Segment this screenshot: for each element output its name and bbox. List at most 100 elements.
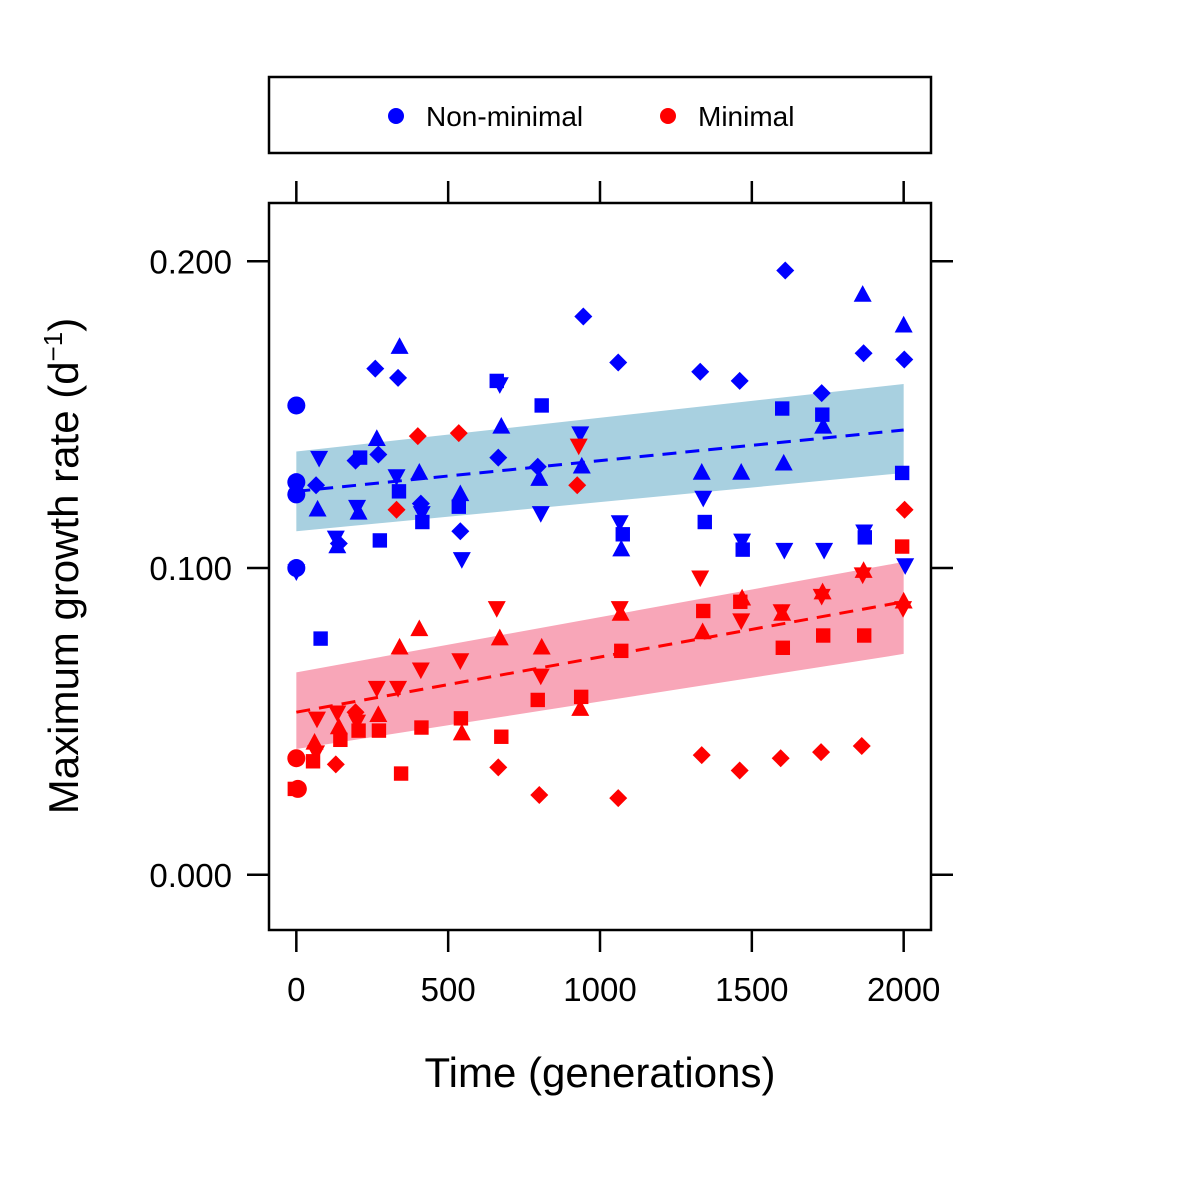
- data-point-triangle: [853, 285, 872, 302]
- legend-label-minimal: Minimal: [698, 101, 794, 132]
- data-point-square: [313, 631, 328, 646]
- data-point-square: [534, 398, 549, 413]
- data-point-circle: [287, 396, 306, 415]
- data-point-diamond: [776, 261, 795, 280]
- data-point-square: [697, 514, 712, 530]
- data-point-diamond: [329, 534, 348, 553]
- data-point-square: [414, 720, 429, 735]
- data-point-square: [894, 539, 910, 554]
- data-point-triangle-down: [691, 570, 710, 588]
- data-point-triangle: [773, 604, 792, 621]
- data-point-diamond: [387, 500, 406, 519]
- data-point-triangle: [530, 469, 549, 486]
- data-point-triangle-down: [571, 426, 590, 443]
- data-point-square: [573, 689, 589, 705]
- data-point-diamond: [692, 746, 711, 765]
- data-point-diamond: [895, 350, 914, 369]
- data-point-triangle-down: [531, 506, 550, 523]
- data-point-triangle-down: [389, 680, 408, 698]
- data-point-square: [372, 533, 388, 548]
- data-point-triangle-down: [452, 552, 471, 569]
- data-point-triangle: [612, 539, 631, 557]
- data-point-triangle: [571, 699, 590, 716]
- data-point-square: [371, 723, 387, 738]
- data-point-square: [453, 711, 469, 726]
- data-point-triangle: [814, 417, 833, 434]
- data-point-triangle-down: [610, 515, 629, 532]
- fit-lines: [296, 428, 904, 714]
- data-point-triangle: [774, 453, 793, 471]
- y-tick-label: 0.100: [149, 550, 232, 587]
- fit-line-minimal: [296, 600, 904, 714]
- data-point-square: [696, 603, 711, 619]
- data-point-diamond: [451, 522, 470, 541]
- data-point-triangle-down: [310, 450, 329, 468]
- data-point-square: [615, 527, 630, 542]
- y-axis-ticks: 0.000 0.100 0.200: [149, 243, 953, 894]
- x-axis-label: Time (generations): [425, 1049, 776, 1096]
- legend-box: [267, 75, 933, 155]
- x-axis-ticks: 0 500 1000 1500 2000: [287, 181, 940, 1008]
- data-point-square: [415, 514, 430, 530]
- data-point-triangle: [369, 705, 388, 723]
- data-point-diamond: [369, 445, 388, 464]
- data-point-diamond: [326, 755, 345, 774]
- x-tick-label: 500: [421, 971, 476, 1008]
- data-point-diamond: [366, 359, 385, 378]
- data-point-square: [351, 723, 366, 738]
- data-point-diamond: [449, 424, 468, 443]
- data-point-square: [391, 484, 407, 499]
- data-point-square: [352, 450, 368, 465]
- data-point-triangle-down: [307, 745, 326, 762]
- confidence-band-non-minimal: [296, 383, 904, 532]
- data-point-diamond: [568, 476, 587, 495]
- confidence-bands: [296, 383, 904, 750]
- data-point-square: [856, 628, 872, 643]
- data-point-triangle-down: [387, 469, 406, 486]
- data-point-triangle-down: [733, 533, 752, 551]
- data-point-triangle: [692, 463, 711, 480]
- data-point-square: [333, 732, 348, 748]
- data-point-triangle-down: [328, 705, 347, 723]
- data-point-square: [775, 401, 790, 416]
- legend: Non-minimal Minimal: [267, 75, 933, 155]
- data-point-triangle: [492, 417, 511, 434]
- data-point-triangle-down: [732, 613, 751, 631]
- data-point-triangle-down: [348, 714, 367, 732]
- y-axis-label-close: ): [40, 318, 87, 332]
- data-point-triangle: [367, 429, 386, 446]
- data-point-triangle-down: [487, 601, 506, 618]
- data-point-triangle: [572, 456, 591, 474]
- data-point-triangle: [813, 582, 832, 600]
- data-point-triangle-down: [896, 558, 915, 575]
- data-point-diamond: [852, 736, 871, 755]
- data-point-triangle-down: [815, 542, 834, 560]
- y-axis-label: Maximum growth rate (d−1): [38, 318, 87, 814]
- data-point-diamond: [691, 362, 710, 381]
- data-point-diamond: [854, 344, 873, 363]
- data-point-square: [894, 465, 910, 481]
- data-point-triangle-down: [531, 668, 550, 686]
- data-point-triangle: [451, 484, 470, 502]
- data-point-triangle: [390, 637, 409, 655]
- data-point-circle: [288, 779, 307, 798]
- data-point-triangle: [693, 622, 712, 640]
- data-point-square: [530, 692, 545, 708]
- x-tick-label: 1000: [563, 971, 636, 1008]
- data-point-diamond: [574, 307, 593, 326]
- data-point-diamond: [812, 743, 831, 762]
- data-point-triangle-down: [307, 711, 326, 729]
- data-point-diamond: [771, 749, 790, 768]
- data-point-triangle: [611, 604, 630, 621]
- data-point-triangle: [732, 463, 751, 480]
- data-point-triangle: [894, 591, 913, 609]
- y-axis-label-main: Maximum growth rate (d: [40, 361, 87, 814]
- data-point-triangle: [329, 717, 348, 735]
- data-point-triangle: [490, 628, 509, 646]
- data-point-square: [815, 628, 831, 643]
- y-tick-label: 0.200: [149, 243, 232, 280]
- data-point-diamond: [609, 353, 628, 372]
- confidence-band-minimal: [296, 561, 904, 750]
- data-point-triangle-down: [411, 662, 430, 680]
- data-point-circle: [287, 485, 306, 504]
